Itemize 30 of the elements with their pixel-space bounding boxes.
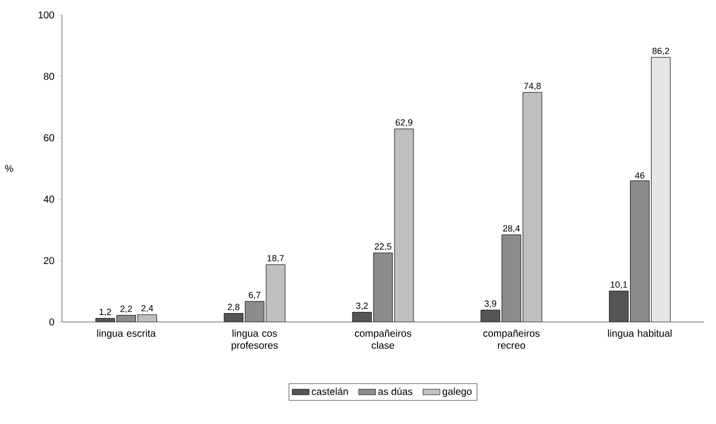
data-label: 18,7 [268, 254, 284, 262]
data-label: 62,9 [396, 119, 412, 127]
data-label: 22,5 [374, 243, 392, 251]
data-label: 2,8 [228, 304, 240, 312]
y-axis-title: % [5, 165, 14, 172]
y-tick-label: 20 [44, 257, 54, 264]
data-label: 2,4 [141, 305, 154, 312]
data-label: 10,1 [610, 281, 628, 289]
data-label: 3,9 [484, 300, 496, 308]
data-label: 74,8 [524, 82, 541, 90]
data-label: 1,2 [100, 308, 111, 316]
y-tick-label: 80 [44, 72, 54, 80]
data-label: 2,2 [120, 306, 132, 314]
x-tick-label: lingua habitual [608, 330, 672, 339]
x-tick-label: lingua cos profesores [232, 330, 278, 351]
legend-label: castelán [312, 388, 348, 396]
data-label: 86,2 [652, 48, 670, 56]
x-tick-label: lingua escrita [97, 330, 156, 339]
legend-label: galego [442, 388, 472, 397]
data-label: 3,2 [356, 302, 368, 310]
y-tick-label: 0 [49, 318, 54, 326]
x-tick-label: compañeiros recreo [483, 330, 540, 349]
y-tick-label: 40 [44, 196, 54, 203]
data-label: 28,4 [503, 225, 520, 233]
data-label: 6,7 [248, 292, 260, 300]
y-tick-label: 100 [38, 11, 54, 19]
x-tick-label: compañeiros clase [354, 330, 412, 349]
data-label: 46 [635, 172, 644, 179]
y-tick-label: 60 [44, 134, 54, 142]
legend-label: as dúas [378, 388, 412, 396]
